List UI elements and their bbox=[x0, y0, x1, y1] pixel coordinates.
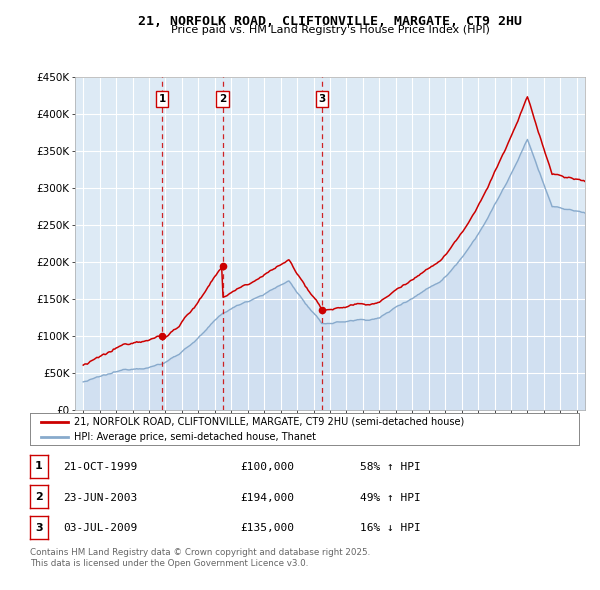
Text: 21-OCT-1999: 21-OCT-1999 bbox=[63, 462, 137, 472]
Text: 2: 2 bbox=[35, 492, 43, 502]
Text: £100,000: £100,000 bbox=[240, 462, 294, 472]
Text: 16% ↓ HPI: 16% ↓ HPI bbox=[360, 523, 421, 533]
Text: 3: 3 bbox=[318, 94, 325, 104]
Text: 58% ↑ HPI: 58% ↑ HPI bbox=[360, 462, 421, 472]
Text: Contains HM Land Registry data © Crown copyright and database right 2025.
This d: Contains HM Land Registry data © Crown c… bbox=[30, 548, 370, 568]
Text: 23-JUN-2003: 23-JUN-2003 bbox=[63, 493, 137, 503]
Text: Price paid vs. HM Land Registry's House Price Index (HPI): Price paid vs. HM Land Registry's House … bbox=[170, 25, 490, 35]
Text: 21, NORFOLK ROAD, CLIFTONVILLE, MARGATE, CT9 2HU: 21, NORFOLK ROAD, CLIFTONVILLE, MARGATE,… bbox=[138, 15, 522, 28]
Text: 49% ↑ HPI: 49% ↑ HPI bbox=[360, 493, 421, 503]
Text: 03-JUL-2009: 03-JUL-2009 bbox=[63, 523, 137, 533]
Text: 2: 2 bbox=[219, 94, 226, 104]
Text: 1: 1 bbox=[35, 461, 43, 471]
Text: £135,000: £135,000 bbox=[240, 523, 294, 533]
Text: 3: 3 bbox=[35, 523, 43, 533]
Text: 21, NORFOLK ROAD, CLIFTONVILLE, MARGATE, CT9 2HU (semi-detached house): 21, NORFOLK ROAD, CLIFTONVILLE, MARGATE,… bbox=[74, 417, 464, 427]
Text: HPI: Average price, semi-detached house, Thanet: HPI: Average price, semi-detached house,… bbox=[74, 432, 316, 442]
Text: 1: 1 bbox=[158, 94, 166, 104]
Text: £194,000: £194,000 bbox=[240, 493, 294, 503]
